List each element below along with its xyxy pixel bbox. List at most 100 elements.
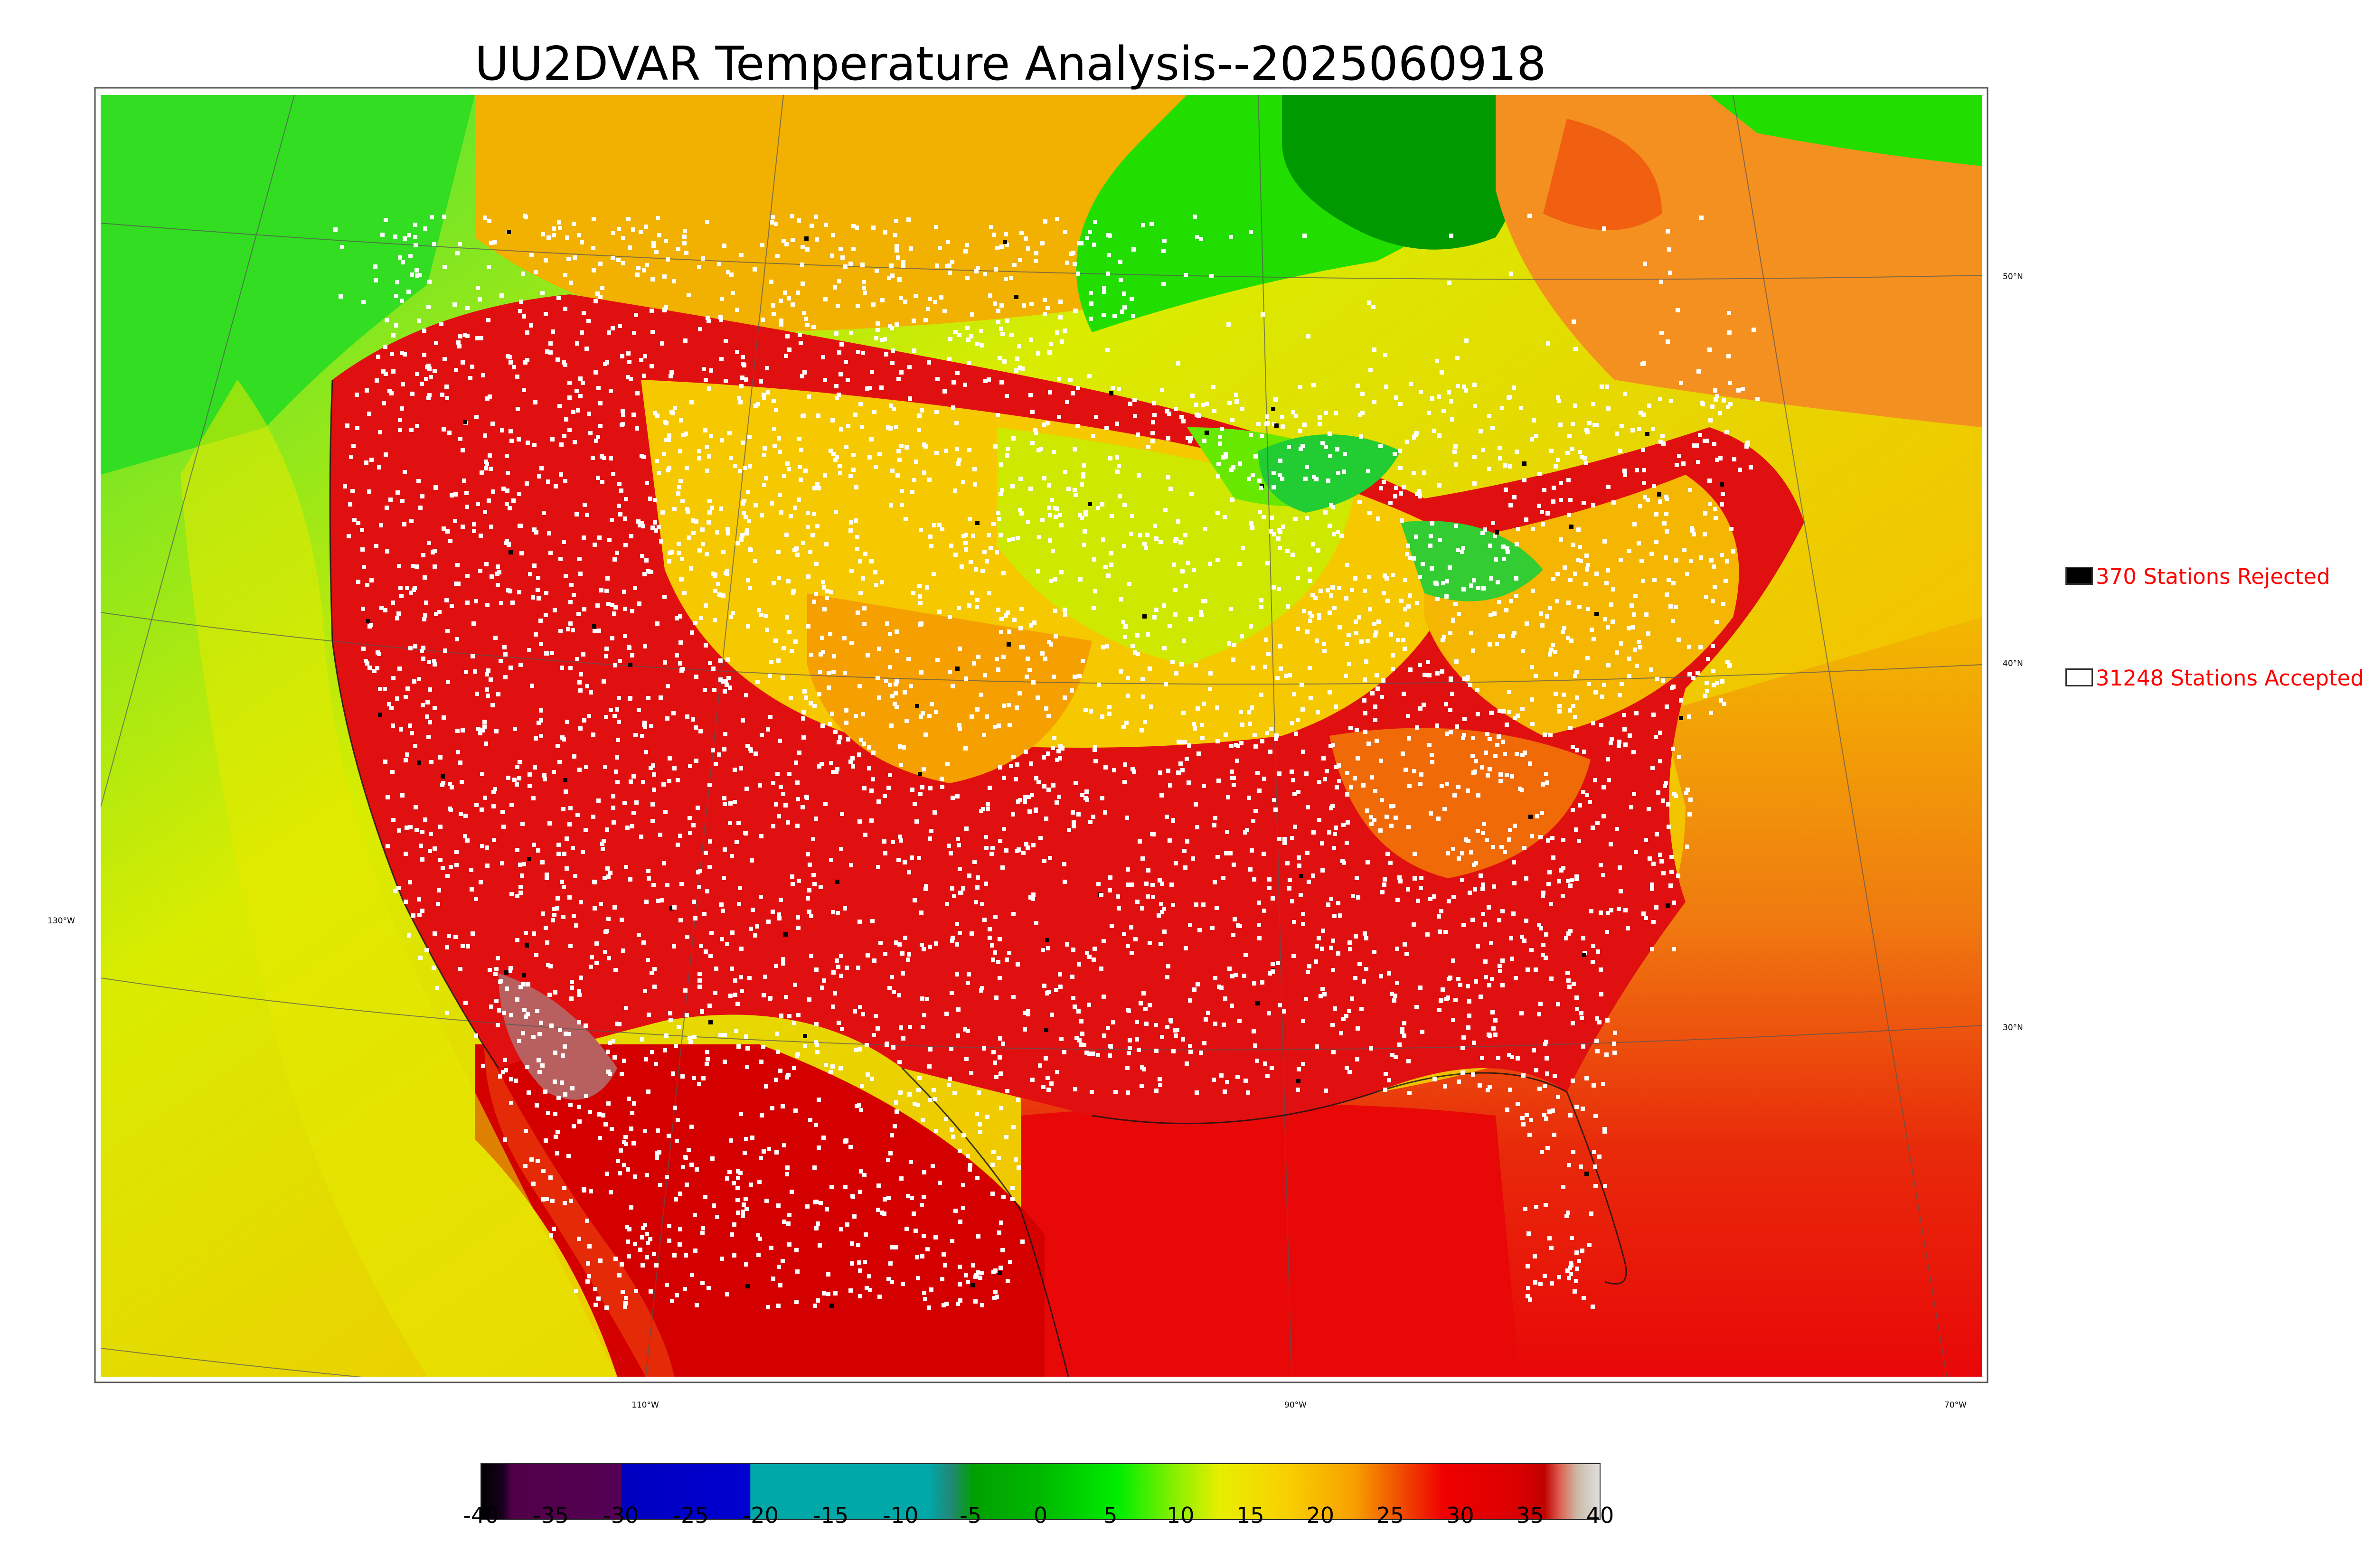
station-accepted-marker	[440, 393, 444, 397]
station-accepted-marker	[1091, 815, 1095, 819]
station-accepted-marker	[858, 1268, 862, 1273]
station-accepted-marker	[518, 663, 523, 667]
station-accepted-marker	[491, 790, 496, 794]
station-accepted-marker	[867, 745, 871, 750]
station-accepted-marker	[858, 1005, 862, 1009]
station-accepted-marker	[1508, 464, 1512, 469]
station-accepted-marker	[1373, 704, 1377, 709]
station-accepted-marker	[1498, 446, 1502, 450]
station-accepted-marker	[1213, 880, 1217, 884]
station-accepted-marker	[1394, 486, 1398, 490]
station-accepted-marker	[869, 437, 874, 441]
station-accepted-marker	[1384, 1072, 1388, 1076]
station-accepted-marker	[536, 1159, 540, 1163]
station-accepted-marker	[1030, 441, 1035, 445]
station-accepted-marker	[1339, 534, 1344, 538]
station-accepted-marker	[967, 361, 971, 365]
station-accepted-marker	[1512, 495, 1517, 499]
station-accepted-marker	[1046, 788, 1051, 792]
station-accepted-marker	[1454, 462, 1458, 467]
station-accepted-marker	[1643, 495, 1647, 499]
station-accepted-marker	[1007, 951, 1011, 955]
station-accepted-marker	[1234, 399, 1239, 403]
station-accepted-marker	[1252, 877, 1256, 882]
station-accepted-marker	[461, 728, 465, 732]
station-accepted-marker	[1663, 784, 1667, 788]
map-field	[101, 95, 1982, 1377]
station-accepted-marker	[367, 489, 371, 494]
station-accepted-marker	[897, 942, 902, 947]
station-accepted-marker	[447, 934, 451, 938]
station-accepted-marker	[1334, 704, 1338, 709]
station-accepted-marker	[1280, 477, 1284, 481]
station-accepted-marker	[411, 913, 415, 918]
station-accepted-marker	[710, 1156, 715, 1161]
station-accepted-marker	[445, 1011, 449, 1015]
station-accepted-marker	[991, 1050, 996, 1054]
station-accepted-marker	[527, 648, 531, 652]
station-accepted-marker	[591, 732, 595, 737]
station-accepted-marker	[1476, 712, 1480, 716]
station-accepted-marker	[1457, 612, 1461, 616]
station-accepted-marker	[1231, 657, 1235, 662]
station-accepted-marker	[569, 996, 574, 1001]
station-accepted-marker	[1197, 928, 1202, 932]
station-accepted-marker	[555, 1151, 559, 1155]
station-accepted-marker	[1293, 825, 1297, 829]
station-accepted-marker	[1391, 804, 1395, 808]
station-accepted-marker	[1100, 502, 1104, 507]
station-accepted-marker	[843, 264, 848, 269]
station-accepted-marker	[1531, 527, 1535, 531]
station-accepted-marker	[1223, 1089, 1227, 1094]
station-accepted-marker	[1107, 253, 1111, 257]
station-accepted-marker	[791, 591, 795, 595]
station-accepted-marker	[741, 1214, 745, 1218]
station-accepted-marker	[1245, 828, 1249, 832]
station-accepted-marker	[1490, 711, 1494, 715]
station-accepted-marker	[391, 369, 396, 374]
station-accepted-marker	[1205, 402, 1209, 406]
station-accepted-marker	[837, 279, 841, 283]
station-accepted-marker	[445, 396, 449, 400]
station-accepted-marker	[1318, 422, 1322, 426]
station-accepted-marker	[1385, 599, 1390, 603]
station-accepted-marker	[575, 389, 579, 393]
station-accepted-marker	[916, 1276, 920, 1280]
station-accepted-marker	[993, 301, 997, 306]
station-accepted-marker	[781, 1104, 785, 1108]
station-accepted-marker	[390, 352, 394, 356]
station-accepted-marker	[433, 486, 438, 490]
station-accepted-marker	[958, 1149, 962, 1153]
station-accepted-marker	[1544, 772, 1548, 776]
station-accepted-marker	[963, 383, 967, 387]
station-accepted-marker	[606, 1070, 611, 1074]
station-accepted-marker	[674, 1044, 678, 1048]
station-accepted-marker	[1566, 636, 1570, 640]
station-accepted-marker	[1562, 626, 1566, 630]
station-accepted-marker	[728, 801, 733, 806]
station-accepted-marker	[1468, 683, 1472, 687]
station-accepted-marker	[872, 958, 876, 963]
station-accepted-marker	[448, 782, 452, 786]
station-accepted-marker	[705, 220, 709, 224]
station-accepted-marker	[1606, 406, 1611, 411]
station-accepted-marker	[787, 347, 791, 352]
station-accepted-marker	[857, 1260, 861, 1265]
station-accepted-marker	[1252, 1029, 1256, 1033]
station-accepted-marker	[365, 583, 369, 587]
station-accepted-marker	[850, 1261, 854, 1266]
station-accepted-marker	[424, 377, 428, 381]
station-accepted-marker	[1162, 603, 1166, 608]
station-accepted-marker	[1388, 501, 1393, 505]
station-accepted-marker	[537, 596, 541, 601]
station-accepted-marker	[567, 395, 572, 400]
station-accepted-marker	[1677, 638, 1681, 642]
station-accepted-marker	[1676, 308, 1680, 312]
station-accepted-marker	[383, 345, 387, 349]
station-accepted-marker	[1167, 412, 1171, 416]
station-accepted-marker	[1516, 1102, 1520, 1106]
station-accepted-marker	[1749, 465, 1753, 469]
station-accepted-marker	[428, 687, 432, 692]
station-accepted-marker	[438, 755, 443, 760]
station-accepted-marker	[1151, 895, 1155, 899]
